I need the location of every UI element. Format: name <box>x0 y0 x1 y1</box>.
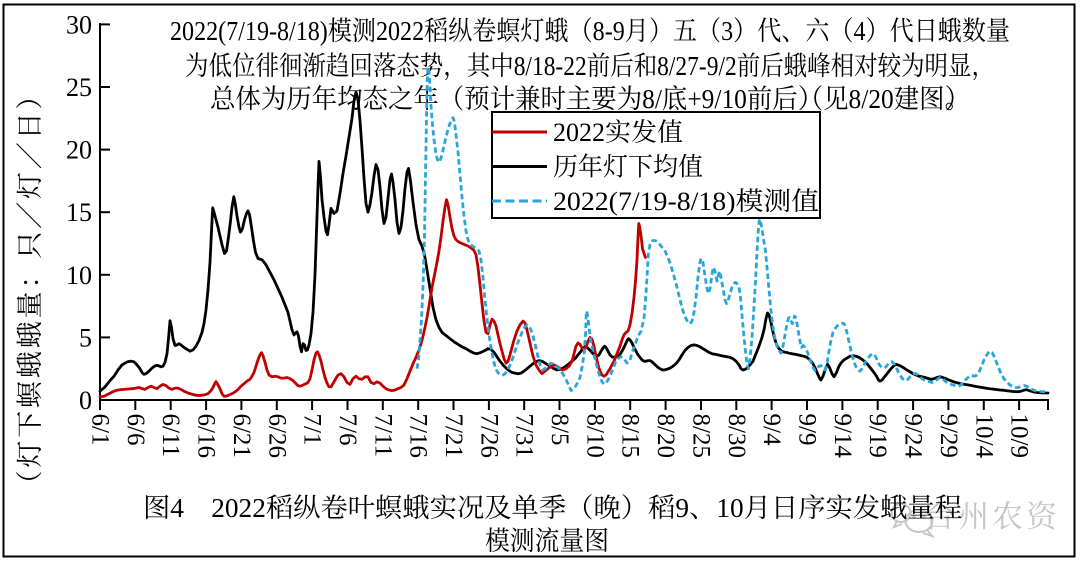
svg-text:9/14: 9/14 <box>829 414 856 459</box>
svg-text:模测流量图: 模测流量图 <box>485 526 609 556</box>
svg-text:25: 25 <box>66 73 92 102</box>
svg-text:15: 15 <box>66 198 92 227</box>
svg-text:10/9: 10/9 <box>1006 414 1033 458</box>
svg-text:30: 30 <box>66 10 92 39</box>
svg-text:8/10: 8/10 <box>581 414 608 458</box>
svg-text:7/6: 7/6 <box>334 414 361 446</box>
svg-text:10/4: 10/4 <box>970 414 997 459</box>
svg-text:6/1: 6/1 <box>87 414 114 446</box>
svg-text:总体为历年均态之年（预计兼时主要为8/底+9/10前后）（见: 总体为历年均态之年（预计兼时主要为8/底+9/10前后）（见8/20建图）。 <box>210 84 970 114</box>
svg-text:8/5: 8/5 <box>546 414 573 446</box>
svg-text:7/21: 7/21 <box>440 414 467 458</box>
svg-text:9/19: 9/19 <box>864 414 891 458</box>
svg-text:2022(7/19-8/18)模测2022稻纵卷螟灯蛾（8-: 2022(7/19-8/18)模测2022稻纵卷螟灯蛾（8-9月）五（3）代、六… <box>170 16 1010 46</box>
svg-text:8/15: 8/15 <box>617 414 644 458</box>
svg-text:7/31: 7/31 <box>511 414 538 458</box>
svg-text:7/26: 7/26 <box>475 414 502 458</box>
svg-text:10: 10 <box>66 261 92 290</box>
svg-text:0: 0 <box>79 386 92 415</box>
svg-text:7/11: 7/11 <box>369 414 396 458</box>
svg-text:6/11: 6/11 <box>157 414 184 458</box>
svg-text:6/6: 6/6 <box>122 414 149 446</box>
svg-text:6/16: 6/16 <box>193 414 220 458</box>
svg-text:9/29: 9/29 <box>935 414 962 458</box>
svg-text:20: 20 <box>66 136 92 165</box>
svg-text:2022实发值: 2022实发值 <box>553 118 683 147</box>
svg-text:为低位徘徊渐趋回落态势，其中8/18-22前后和8/27-9: 为低位徘徊渐趋回落态势，其中8/18-22前后和8/27-9/2前后蛾峰相对较为… <box>185 51 995 81</box>
svg-text:8/20: 8/20 <box>652 414 679 458</box>
svg-text:9/24: 9/24 <box>900 414 927 459</box>
svg-text:9/4: 9/4 <box>758 414 785 446</box>
svg-text:8/25: 8/25 <box>688 414 715 458</box>
svg-text:7/16: 7/16 <box>405 414 432 458</box>
svg-text:7/1: 7/1 <box>299 414 326 446</box>
svg-text:2022(7/19-8/18)模测值: 2022(7/19-8/18)模测值 <box>553 187 819 216</box>
svg-text:6/26: 6/26 <box>263 414 290 458</box>
svg-text:图4 2022稻纵卷叶螟蛾实况及单季（晚）稻9、10月日序实: 图4 2022稻纵卷叶螟蛾实况及单季（晚）稻9、10月日序实发蛾量程 <box>143 493 962 523</box>
svg-text:台州农资: 台州农资 <box>924 499 1060 534</box>
svg-text:6/21: 6/21 <box>228 414 255 458</box>
svg-text:9/9: 9/9 <box>794 414 821 446</box>
svg-text:历年灯下均值: 历年灯下均值 <box>553 153 703 182</box>
svg-text:5: 5 <box>79 323 92 352</box>
svg-text:8/30: 8/30 <box>723 414 750 458</box>
